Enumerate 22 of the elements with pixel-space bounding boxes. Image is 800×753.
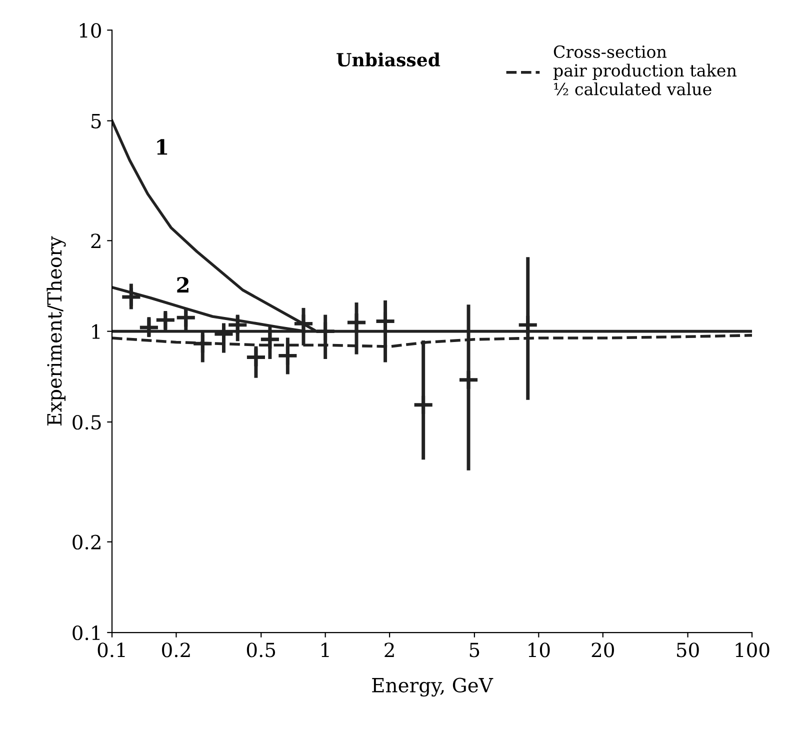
y-tick-label: 0.5	[72, 414, 101, 430]
series-label: 2	[177, 276, 188, 292]
legend-label: Cross-section pair production taken ½ calculated value	[553, 45, 737, 96]
y-axis-title: Experiment/Theory	[46, 236, 66, 426]
x-tick-label: 5	[470, 642, 480, 658]
x-tick-label: 0.2	[162, 642, 190, 658]
y-tick-label: 10	[80, 23, 101, 38]
x-tick-label: 2	[384, 642, 394, 658]
x-tick-label: 1	[322, 642, 329, 658]
y-tick-label: 5	[92, 114, 101, 128]
x-tick-label: 10	[528, 642, 550, 658]
y-tick-label: 0.2	[72, 534, 100, 550]
annotation: Unbiassed	[336, 52, 440, 67]
x-tick-label: 20	[592, 642, 614, 658]
x-tick-label: 0.5	[246, 642, 276, 658]
x-axis-title: Energy, GeV	[372, 678, 494, 697]
y-tick-label: 2	[91, 234, 100, 248]
series-label: 1	[157, 139, 168, 155]
y-tick-label: 1	[92, 324, 100, 339]
y-tick-label: 0.1	[72, 625, 100, 640]
x-tick-label: 50	[677, 642, 699, 658]
x-tick-label: 100	[736, 642, 770, 658]
